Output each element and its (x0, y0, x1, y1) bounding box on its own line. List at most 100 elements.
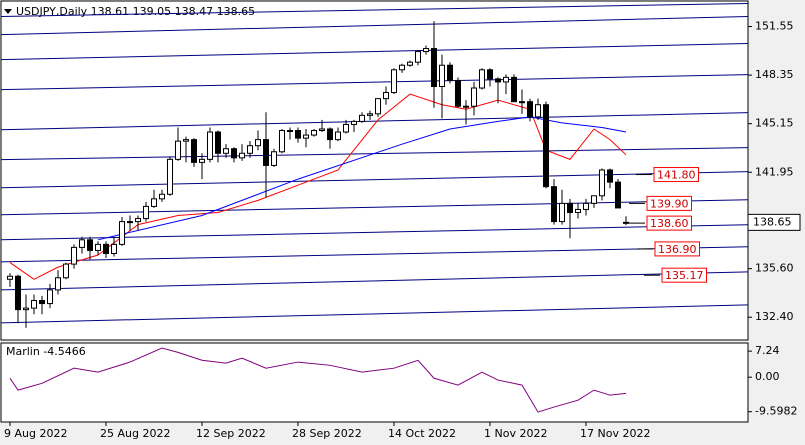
candle-body (447, 64, 453, 81)
candle-body (135, 218, 141, 223)
trendline (0, 43, 749, 61)
x-tick-label: 12 Sep 2022 (196, 427, 266, 440)
y-tick-label: 141.95 (755, 165, 794, 178)
candle-body (575, 208, 581, 213)
candle-body (15, 275, 21, 311)
level-label: 139.90 (650, 197, 689, 210)
candle-body (231, 148, 237, 159)
trendline (0, 246, 749, 263)
level-box (654, 241, 700, 257)
candle-body (279, 130, 285, 153)
candle-body (431, 48, 437, 87)
candle-body (511, 76, 517, 103)
y-tick-label: 148.35 (755, 68, 794, 81)
candle-body (519, 101, 525, 104)
candle-body (623, 221, 629, 224)
candle-body (95, 243, 101, 251)
candle-body (191, 139, 197, 163)
candle-body (87, 239, 93, 251)
candle-body (503, 76, 509, 83)
candle-body (7, 275, 13, 280)
candle-body (47, 289, 53, 305)
trendline (0, 224, 749, 241)
candle-body (31, 300, 37, 309)
candle-body (583, 202, 589, 210)
candle-body (111, 243, 117, 254)
candle-body (295, 130, 301, 139)
level-label: 136.90 (658, 243, 697, 256)
candle-body (327, 128, 333, 141)
candle-body (55, 277, 61, 291)
candle-body (207, 131, 213, 160)
candle-body (543, 104, 549, 188)
candle-body (319, 128, 325, 132)
candle-body (127, 221, 133, 224)
candle-body (63, 263, 69, 279)
candle-body (199, 158, 205, 163)
candle-body (167, 158, 173, 195)
level-label: 138.60 (650, 217, 689, 230)
x-tick-label: 1 Nov 2022 (484, 427, 547, 440)
menu-arrow (4, 9, 12, 14)
x-tick-label: 28 Sep 2022 (292, 427, 362, 440)
candle-body (423, 48, 429, 53)
x-tick-label: 25 Aug 2022 (100, 427, 170, 440)
candle-body (591, 195, 597, 204)
trendline (0, 199, 749, 216)
candle-body (359, 114, 365, 122)
candle-body (239, 152, 245, 159)
indicator-panel (0, 342, 749, 423)
y-tick-label: 151.55 (755, 20, 794, 33)
candle-body (455, 79, 461, 107)
level-box (646, 215, 692, 231)
y-tick-label: 145.15 (755, 117, 794, 130)
main-panel (0, 0, 749, 341)
x-tick-label: 14 Oct 2022 (388, 427, 456, 440)
candle-body (183, 139, 189, 142)
level-label: 141.80 (657, 169, 696, 182)
candle-body (615, 181, 621, 209)
candle-body (271, 151, 277, 166)
trendline (0, 2, 749, 18)
candle-body (559, 202, 565, 223)
candle-body (335, 131, 341, 141)
y-tick-label: -9.5982 (755, 405, 797, 418)
candle-body (79, 239, 85, 248)
candle-body (351, 120, 357, 125)
level-box (646, 195, 692, 211)
y-tick-label: 7.24 (755, 344, 780, 357)
y-tick-label: 135.60 (755, 262, 794, 275)
level-box (653, 167, 699, 183)
level-box (661, 267, 707, 283)
candle-body (367, 113, 373, 116)
candle-body (407, 61, 413, 66)
x-tick-label: 9 Aug 2022 (4, 427, 67, 440)
price-box (747, 213, 801, 231)
candle-body (151, 198, 157, 207)
candle-body (495, 78, 501, 83)
candle-body (311, 130, 317, 136)
candle-body (535, 104, 541, 118)
candle-body (399, 64, 405, 71)
candle-body (303, 134, 309, 139)
candle-body (119, 221, 125, 245)
indicator-line (9, 347, 627, 413)
candle-body (415, 51, 421, 63)
candle-body (23, 307, 29, 311)
candle-body (527, 101, 533, 118)
candle-body (263, 139, 269, 166)
trendline (0, 171, 749, 189)
candle-body (159, 193, 165, 200)
candle-body (439, 64, 445, 87)
candle-body (71, 246, 77, 265)
candle-body (463, 105, 469, 108)
candle-body (175, 140, 181, 160)
trendline (0, 112, 749, 131)
candle-body (383, 92, 389, 100)
y-tick-label: 0.00 (755, 370, 780, 383)
candle-body (607, 169, 613, 183)
candle-body (375, 98, 381, 115)
level-label: 135.17 (665, 269, 704, 282)
candle-body (551, 186, 557, 223)
